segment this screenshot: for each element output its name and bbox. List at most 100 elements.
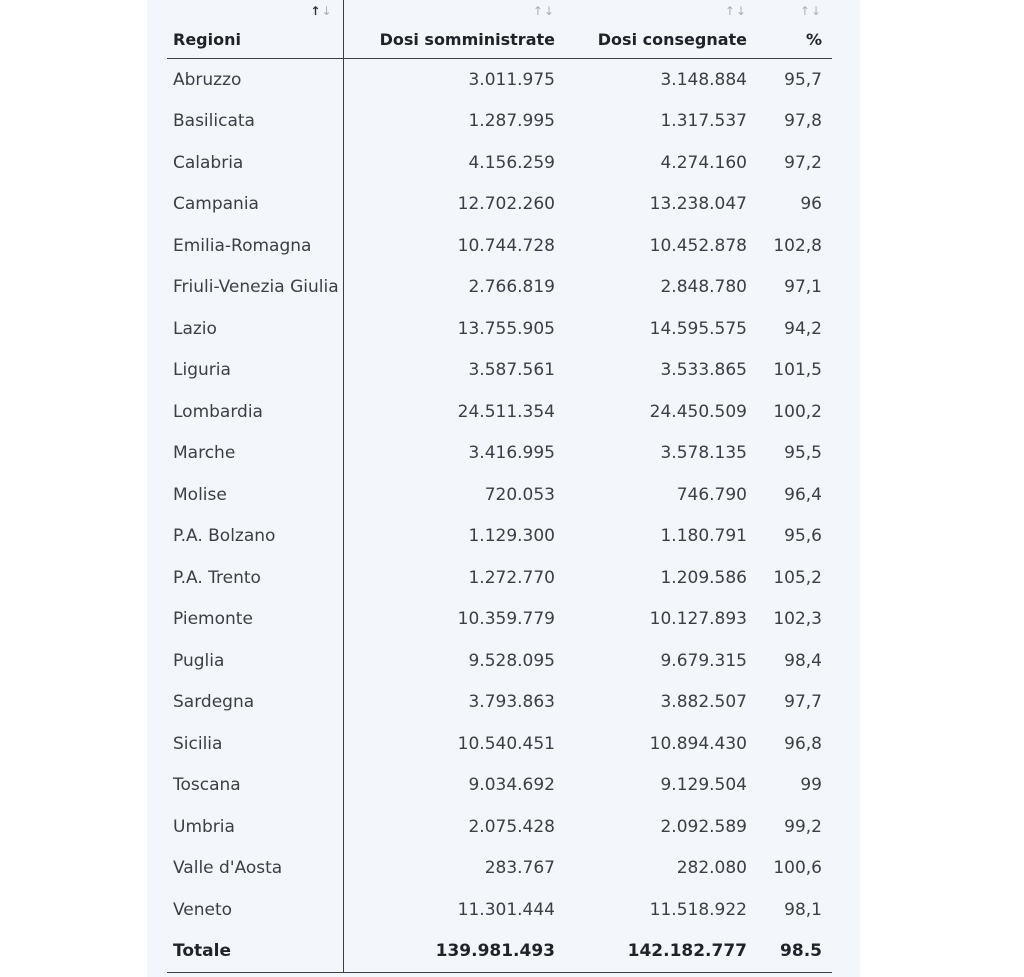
column-header-label: % [805,30,822,49]
cell-percent: 98,1 [784,899,822,920]
cell-region: Totale [167,930,344,973]
column-header-label: Dosi consegnate [597,30,747,49]
column-header-delivered[interactable]: ↑↓ Dosi consegnate [565,0,757,59]
cell-administered: 3.011.975 [468,69,555,90]
table-row: Molise 720.053 746.790 96,4 [167,474,832,516]
cell-administered: 10.359.779 [457,609,555,630]
cell-percent: 98,4 [784,650,822,671]
cell-delivered: 13.238.047 [649,194,747,215]
cell-administered: 283.767 [484,858,555,879]
table-row: Sardegna 3.793.863 3.882.507 97,7 [167,681,832,723]
cell-administered: 4.156.259 [468,152,555,173]
cell-region: Calabria [167,142,344,184]
cell-delivered: 3.882.507 [660,692,747,713]
cell-region: Basilicata [167,100,344,142]
column-header-administered[interactable]: ↑↓ Dosi somministrate [343,0,565,59]
cell-delivered: 1.180.791 [660,526,747,547]
cell-region: Abruzzo [167,58,344,101]
table-row: Valle d'Aosta 283.767 282.080 100,6 [167,847,832,889]
table-row: Umbria 2.075.428 2.092.589 99,2 [167,806,832,848]
sort-arrows-icon[interactable]: ↑↓ [310,4,333,18]
cell-administered: 10.744.728 [457,235,555,256]
column-header-label: Dosi somministrate [379,30,555,49]
cell-administered: 2.766.819 [468,277,555,298]
cell-region: Puglia [167,640,344,682]
cell-percent: 99,2 [784,816,822,837]
cell-delivered: 746.790 [676,484,747,505]
cell-region: Friuli-Venezia Giulia [167,266,344,308]
cell-administered: 720.053 [484,484,555,505]
cell-administered: 3.587.561 [468,360,555,381]
column-header-region[interactable]: ↑↓ Regioni [167,0,344,59]
cell-delivered: 10.894.430 [649,733,747,754]
table-row: Liguria 3.587.561 3.533.865 101,5 [167,349,832,391]
table-row: Toscana 9.034.692 9.129.504 99 [167,764,832,806]
cell-percent: 94,2 [784,318,822,339]
sort-arrows-icon[interactable]: ↑↓ [724,4,747,18]
cell-delivered: 14.595.575 [649,318,747,339]
table-row: Campania 12.702.260 13.238.047 96 [167,183,832,225]
cell-delivered: 142.182.777 [565,930,757,973]
cell-percent: 97,8 [784,111,822,132]
cell-administered: 24.511.354 [457,401,555,422]
cell-percent: 97,7 [784,692,822,713]
cell-administered: 1.272.770 [468,567,555,588]
table-row: Lazio 13.755.905 14.595.575 94,2 [167,308,832,350]
cell-region: P.A. Bolzano [167,515,344,557]
cell-region: Liguria [167,349,344,391]
cell-percent: 95,5 [784,443,822,464]
cell-administered: 9.034.692 [468,775,555,796]
cell-region: P.A. Trento [167,557,344,599]
cell-percent: 96,8 [784,733,822,754]
cell-delivered: 4.274.160 [660,152,747,173]
sort-arrows-icon[interactable]: ↑↓ [799,4,822,18]
cell-percent: 96,4 [784,484,822,505]
cell-region: Valle d'Aosta [167,847,344,889]
column-header-percent[interactable]: ↑↓ % [757,0,832,59]
cell-percent: 98.5 [757,930,832,973]
table-row: Basilicata 1.287.995 1.317.537 97,8 [167,100,832,142]
cell-percent: 95,6 [784,526,822,547]
cell-delivered: 3.533.865 [660,360,747,381]
cell-delivered: 24.450.509 [649,401,747,422]
cell-delivered: 3.578.135 [660,443,747,464]
sort-arrows-icon[interactable]: ↑↓ [532,4,555,18]
cell-administered: 2.075.428 [468,816,555,837]
cell-delivered: 282.080 [676,858,747,879]
table-row: Puglia 9.528.095 9.679.315 98,4 [167,640,832,682]
table-row: Piemonte 10.359.779 10.127.893 102,3 [167,598,832,640]
cell-delivered: 11.518.922 [649,899,747,920]
cell-administered: 1.287.995 [468,111,555,132]
cell-region: Lazio [167,308,344,350]
cell-percent: 102,8 [773,235,822,256]
cell-delivered: 10.452.878 [649,235,747,256]
cell-percent: 96 [800,194,822,215]
cell-administered: 139.981.493 [343,930,565,973]
table-row: Marche 3.416.995 3.578.135 95,5 [167,432,832,474]
cell-delivered: 2.092.589 [660,816,747,837]
vaccine-doses-table: ↑↓ Regioni ↑↓ Dosi somministrate ↑↓ Dosi… [167,0,832,973]
cell-region: Veneto [167,889,344,931]
cell-administered: 3.416.995 [468,443,555,464]
cell-percent: 97,2 [784,152,822,173]
cell-delivered: 3.148.884 [660,69,747,90]
cell-region: Molise [167,474,344,516]
cell-administered: 1.129.300 [468,526,555,547]
table-row: Friuli-Venezia Giulia 2.766.819 2.848.780 9… [167,266,832,308]
cell-percent: 100,6 [773,858,822,879]
table-row: P.A. Trento 1.272.770 1.209.586 105,2 [167,557,832,599]
cell-region: Toscana [167,764,344,806]
cell-percent: 99 [800,775,822,796]
cell-region: Umbria [167,806,344,848]
cell-percent: 102,3 [773,609,822,630]
cell-administered: 10.540.451 [457,733,555,754]
cell-region: Lombardia [167,391,344,433]
cell-delivered: 9.679.315 [660,650,747,671]
table-row: Lombardia 24.511.354 24.450.509 100,2 [167,391,832,433]
table-header-row: ↑↓ Regioni ↑↓ Dosi somministrate ↑↓ Dosi… [167,0,832,59]
cell-delivered: 2.848.780 [660,277,747,298]
table-row: Abruzzo 3.011.975 3.148.884 95,7 [167,58,832,101]
cell-region: Campania [167,183,344,225]
cell-administered: 9.528.095 [468,650,555,671]
cell-region: Emilia-Romagna [167,225,344,267]
